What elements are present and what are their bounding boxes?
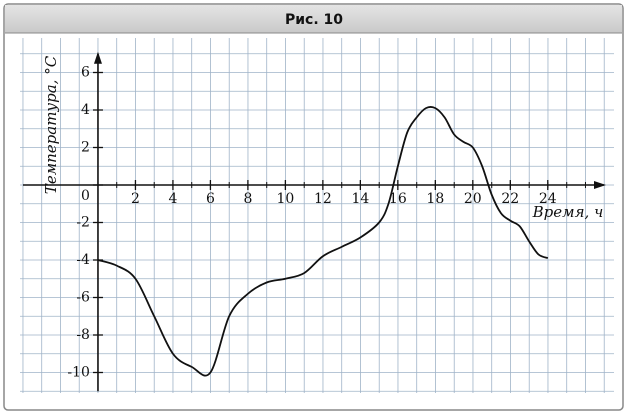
y-tick-label: 6 (81, 65, 90, 81)
y-tick-label: -2 (76, 215, 90, 231)
y-tick-label: -4 (76, 252, 90, 268)
x-tick-label: 20 (464, 191, 482, 207)
x-tick-label: 16 (389, 191, 407, 207)
x-tick-label: 10 (276, 191, 294, 207)
y-tick-label: -8 (76, 327, 90, 343)
y-tick-label: 2 (81, 140, 90, 156)
grid (20, 38, 614, 393)
x-tick-label: 22 (501, 191, 519, 207)
x-tick-label: 2 (131, 191, 140, 207)
x-tick-label: 6 (206, 191, 215, 207)
chart-title: Рис. 10 (285, 12, 343, 28)
y-tick-label: 0 (81, 188, 90, 204)
header-bar (5, 5, 622, 33)
x-tick-label: 8 (243, 191, 252, 207)
x-axis-label: Время, ч (532, 203, 604, 221)
y-axis-arrow (93, 51, 102, 64)
x-tick-label: 18 (426, 191, 444, 207)
x-tick-label: 24 (539, 191, 557, 207)
y-tick-label: 4 (81, 102, 90, 118)
frame (3, 3, 624, 411)
y-tick-label: -10 (67, 365, 90, 381)
y-axis-label: Температура, °C (42, 55, 60, 194)
x-tick-label: 14 (351, 191, 369, 207)
temperature-line (97, 106, 549, 377)
y-tick-label: -6 (76, 290, 90, 306)
x-tick-label: 12 (314, 191, 332, 207)
x-tick-label: 4 (168, 191, 177, 207)
x-axis-arrow (594, 181, 606, 189)
